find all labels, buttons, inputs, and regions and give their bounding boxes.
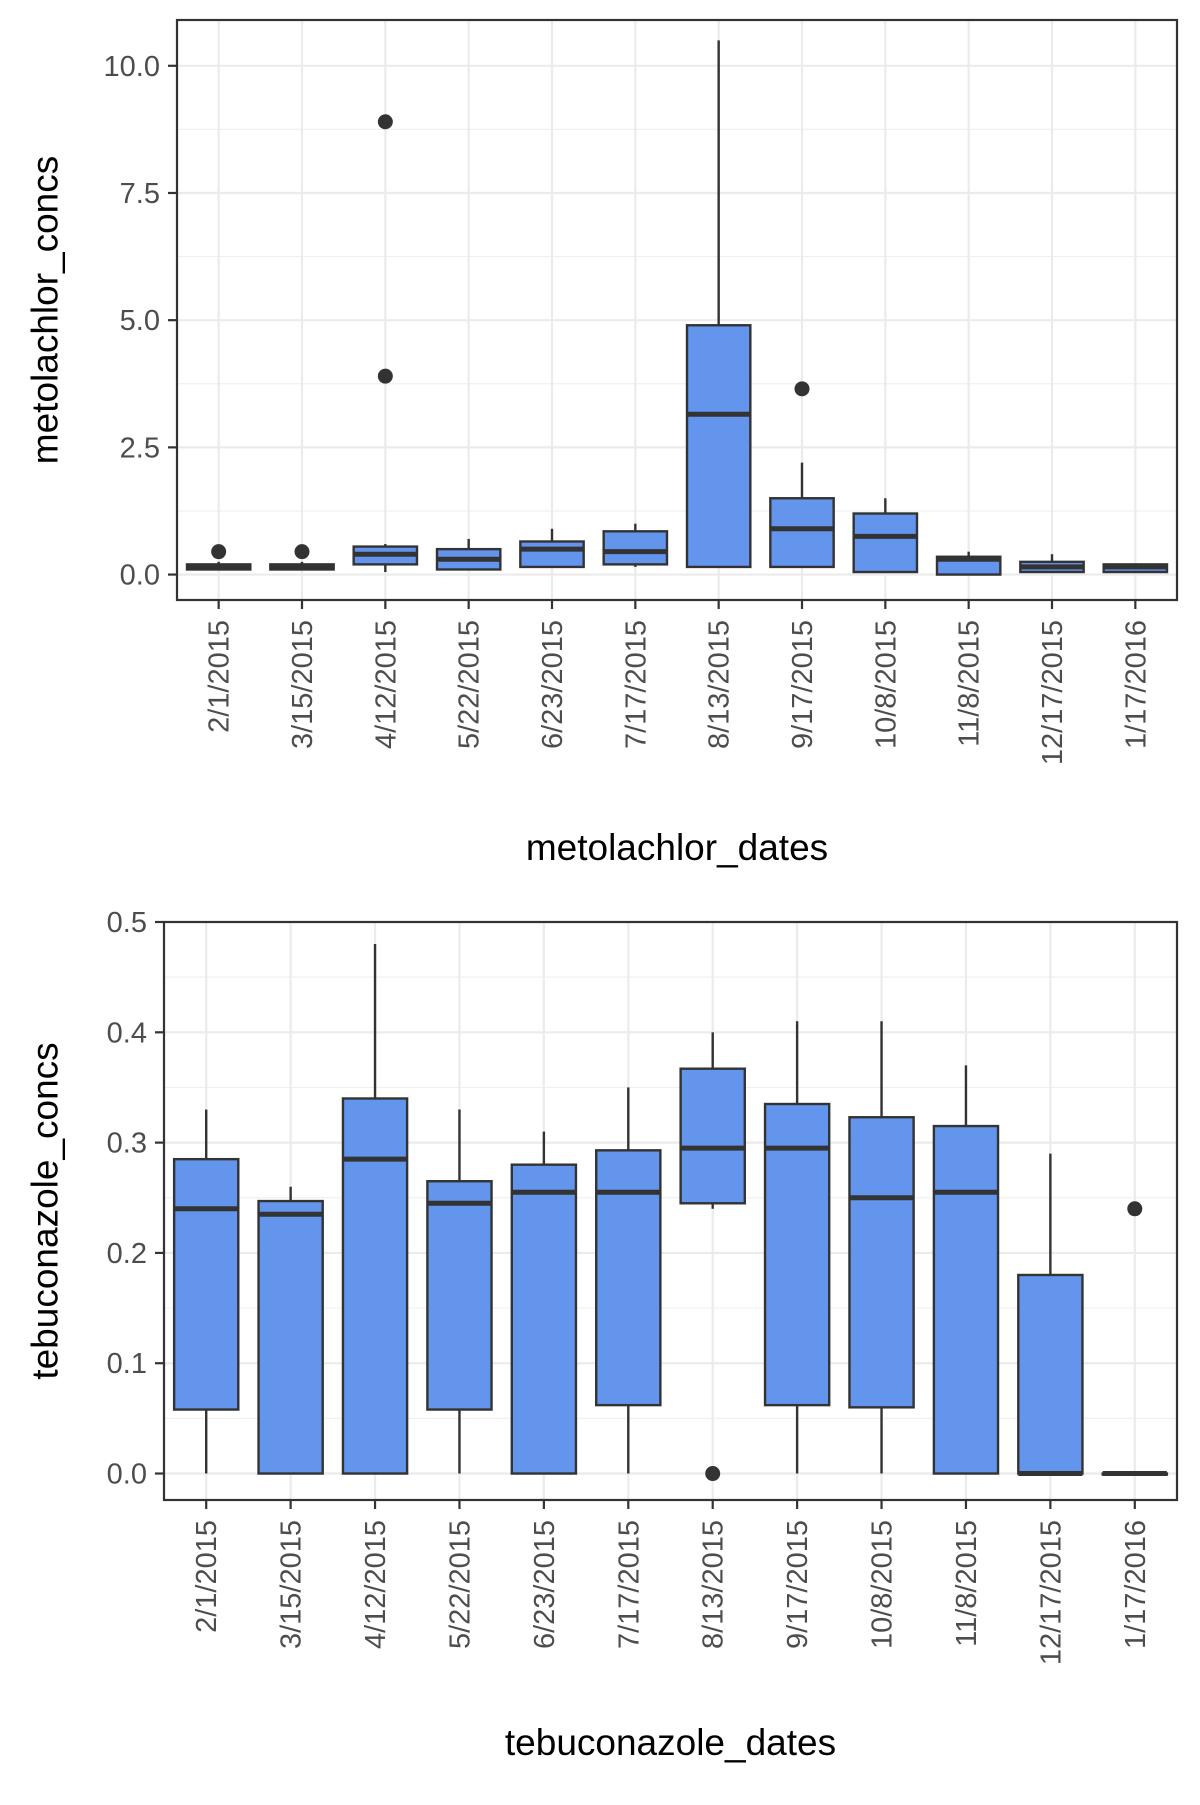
tebuconazole-x-tick-label: 9/17/2015 — [782, 1520, 814, 1649]
tebuconazole-y-axis-title: tebuconazole_concs — [25, 1042, 66, 1379]
tebuconazole-box-body — [763, 1102, 831, 1407]
metolachlor-x-tick-label: 6/23/2015 — [537, 620, 569, 749]
metolachlor-y-tick-label: 0.0 — [120, 560, 160, 592]
metolachlor-box-4 — [519, 528, 585, 569]
metolachlor-x-axis-title: metolachlor_dates — [526, 827, 828, 868]
tebuconazole-x-tick-label: 4/12/2015 — [360, 1520, 392, 1649]
tebuconazole-y-tick-label: 0.2 — [107, 1238, 147, 1270]
metolachlor-y-tick-label: 2.5 — [120, 432, 160, 464]
metolachlor-box-7 — [769, 381, 835, 569]
tebuconazole-y-tick-label: 0.0 — [107, 1459, 147, 1491]
tebuconazole-x-tick-label: 6/23/2015 — [529, 1520, 561, 1649]
metolachlor-y-axis-title: metolachlor_concs — [25, 156, 66, 464]
tebuconazole-y-tick-label: 0.1 — [107, 1348, 147, 1380]
metolachlor-box-1 — [269, 544, 335, 571]
tebuconazole-panel-border — [162, 920, 1179, 1502]
tebuconazole-x-tick-label: 3/15/2015 — [276, 1520, 308, 1649]
metolachlor-y-tick-label: 5.0 — [120, 305, 160, 337]
tebuconazole-box-0 — [172, 1109, 240, 1474]
tebuconazole-box-body — [510, 1163, 578, 1475]
metolachlor-box-2 — [352, 114, 419, 573]
metolachlor-y-tick-label: 10.0 — [104, 51, 160, 83]
tebuconazole-x-tick-label: 10/8/2015 — [867, 1520, 899, 1649]
tebuconazole-box-10 — [1017, 1153, 1084, 1477]
metolachlor-x-tick-label: 4/12/2015 — [370, 620, 402, 749]
metolachlor-box-8 — [852, 498, 919, 574]
tebuconazole-box-body — [932, 1124, 1000, 1475]
metolachlor-box-body — [519, 540, 585, 569]
tebuconazole-box-body — [679, 1067, 746, 1205]
tebuconazole-box-4 — [510, 1131, 578, 1475]
metolachlor-x-tick-label: 11/8/2015 — [954, 620, 986, 747]
tebuconazole-box-5 — [595, 1087, 662, 1474]
tebuconazole-panel: 0.0 0.1 0.2 0.3 0.4 0.5 2/1/2015 3/15/2015 4/12/… — [25, 907, 1179, 1763]
metolachlor-x-tick-label: 2/1/2015 — [204, 620, 236, 733]
tebuconazole-box-body — [341, 1097, 409, 1475]
tebuconazole-box-2 — [341, 944, 409, 1475]
tebuconazole-box-8 — [848, 1021, 915, 1474]
metolachlor-x-tick-label: 1/17/2016 — [1120, 620, 1152, 749]
tebuconazole-box-3 — [426, 1109, 493, 1474]
metolachlor-box-5 — [602, 523, 669, 567]
metolachlor-x-tick-label: 9/17/2015 — [787, 620, 819, 749]
metolachlor-x-tick-label: 12/17/2015 — [1037, 620, 1069, 765]
metolachlor-outlier-point — [211, 544, 227, 560]
tebuconazole-box-1 — [257, 1186, 324, 1475]
tebuconazole-y-tick-label: 0.5 — [107, 907, 147, 939]
metolachlor-box-6 — [685, 40, 752, 569]
metolachlor-y-tick-label: 7.5 — [120, 178, 160, 210]
tebuconazole-box-body — [426, 1180, 493, 1411]
tebuconazole-outlier-point — [1127, 1201, 1143, 1217]
metolachlor-plot-background — [177, 20, 1177, 600]
metolachlor-box-9 — [935, 551, 1002, 576]
tebuconazole-x-tick-label: 2/1/2015 — [191, 1520, 223, 1633]
tebuconazole-box-body — [257, 1199, 324, 1475]
tebuconazole-box-11 — [1101, 1201, 1169, 1477]
metolachlor-box-10 — [1019, 554, 1085, 574]
tebuconazole-plot-background — [164, 922, 1177, 1500]
metolachlor-x-tick-label: 3/15/2015 — [287, 620, 319, 749]
tebuconazole-x-axis-title: tebuconazole_dates — [505, 1722, 836, 1763]
metolachlor-x-tick-label: 5/22/2015 — [454, 620, 486, 749]
metolachlor-x-tick-label: 7/17/2015 — [620, 620, 652, 749]
tebuconazole-x-tick-label: 7/17/2015 — [613, 1520, 645, 1649]
tebuconazole-box-7 — [763, 1021, 831, 1474]
tebuconazole-y-tick-label: 0.3 — [107, 1128, 147, 1160]
tebuconazole-box-body — [595, 1149, 662, 1407]
metolachlor-box-body — [602, 530, 669, 566]
tebuconazole-x-tick-label: 8/13/2015 — [698, 1520, 730, 1649]
tebuconazole-outlier-point — [705, 1466, 721, 1482]
tebuconazole-y-tick-label: 0.4 — [107, 1017, 147, 1049]
metolachlor-outlier-point — [377, 368, 393, 384]
tebuconazole-x-tick-label: 11/8/2015 — [951, 1520, 983, 1647]
metolachlor-box-0 — [185, 544, 252, 571]
tebuconazole-box-body — [848, 1116, 915, 1409]
metolachlor-box-11 — [1102, 563, 1169, 574]
metolachlor-outlier-point — [294, 544, 310, 560]
tebuconazole-box-6 — [679, 1032, 746, 1482]
metolachlor-panel: 0.0 2.5 5.0 7.5 10.0 2/1/2015 3/15/2015 4/12/20… — [25, 18, 1179, 868]
tebuconazole-x-tick-label: 5/22/2015 — [444, 1520, 476, 1649]
metolachlor-outlier-point — [377, 114, 393, 130]
metolachlor-x-tick-label: 8/13/2015 — [704, 620, 736, 749]
metolachlor-box-body — [685, 324, 752, 569]
metolachlor-box-3 — [435, 538, 502, 571]
tebuconazole-box-body — [1017, 1273, 1084, 1475]
metolachlor-box-body — [769, 497, 835, 569]
metolachlor-panel-border — [175, 18, 1179, 602]
metolachlor-outlier-point — [794, 381, 810, 397]
tebuconazole-x-tick-label: 12/17/2015 — [1035, 1520, 1067, 1665]
tebuconazole-x-tick-label: 1/17/2016 — [1120, 1520, 1152, 1649]
metolachlor-x-tick-label: 10/8/2015 — [870, 620, 902, 749]
tebuconazole-box-body — [172, 1157, 240, 1411]
metolachlor-box-body — [852, 512, 919, 574]
tebuconazole-box-9 — [932, 1065, 1000, 1475]
